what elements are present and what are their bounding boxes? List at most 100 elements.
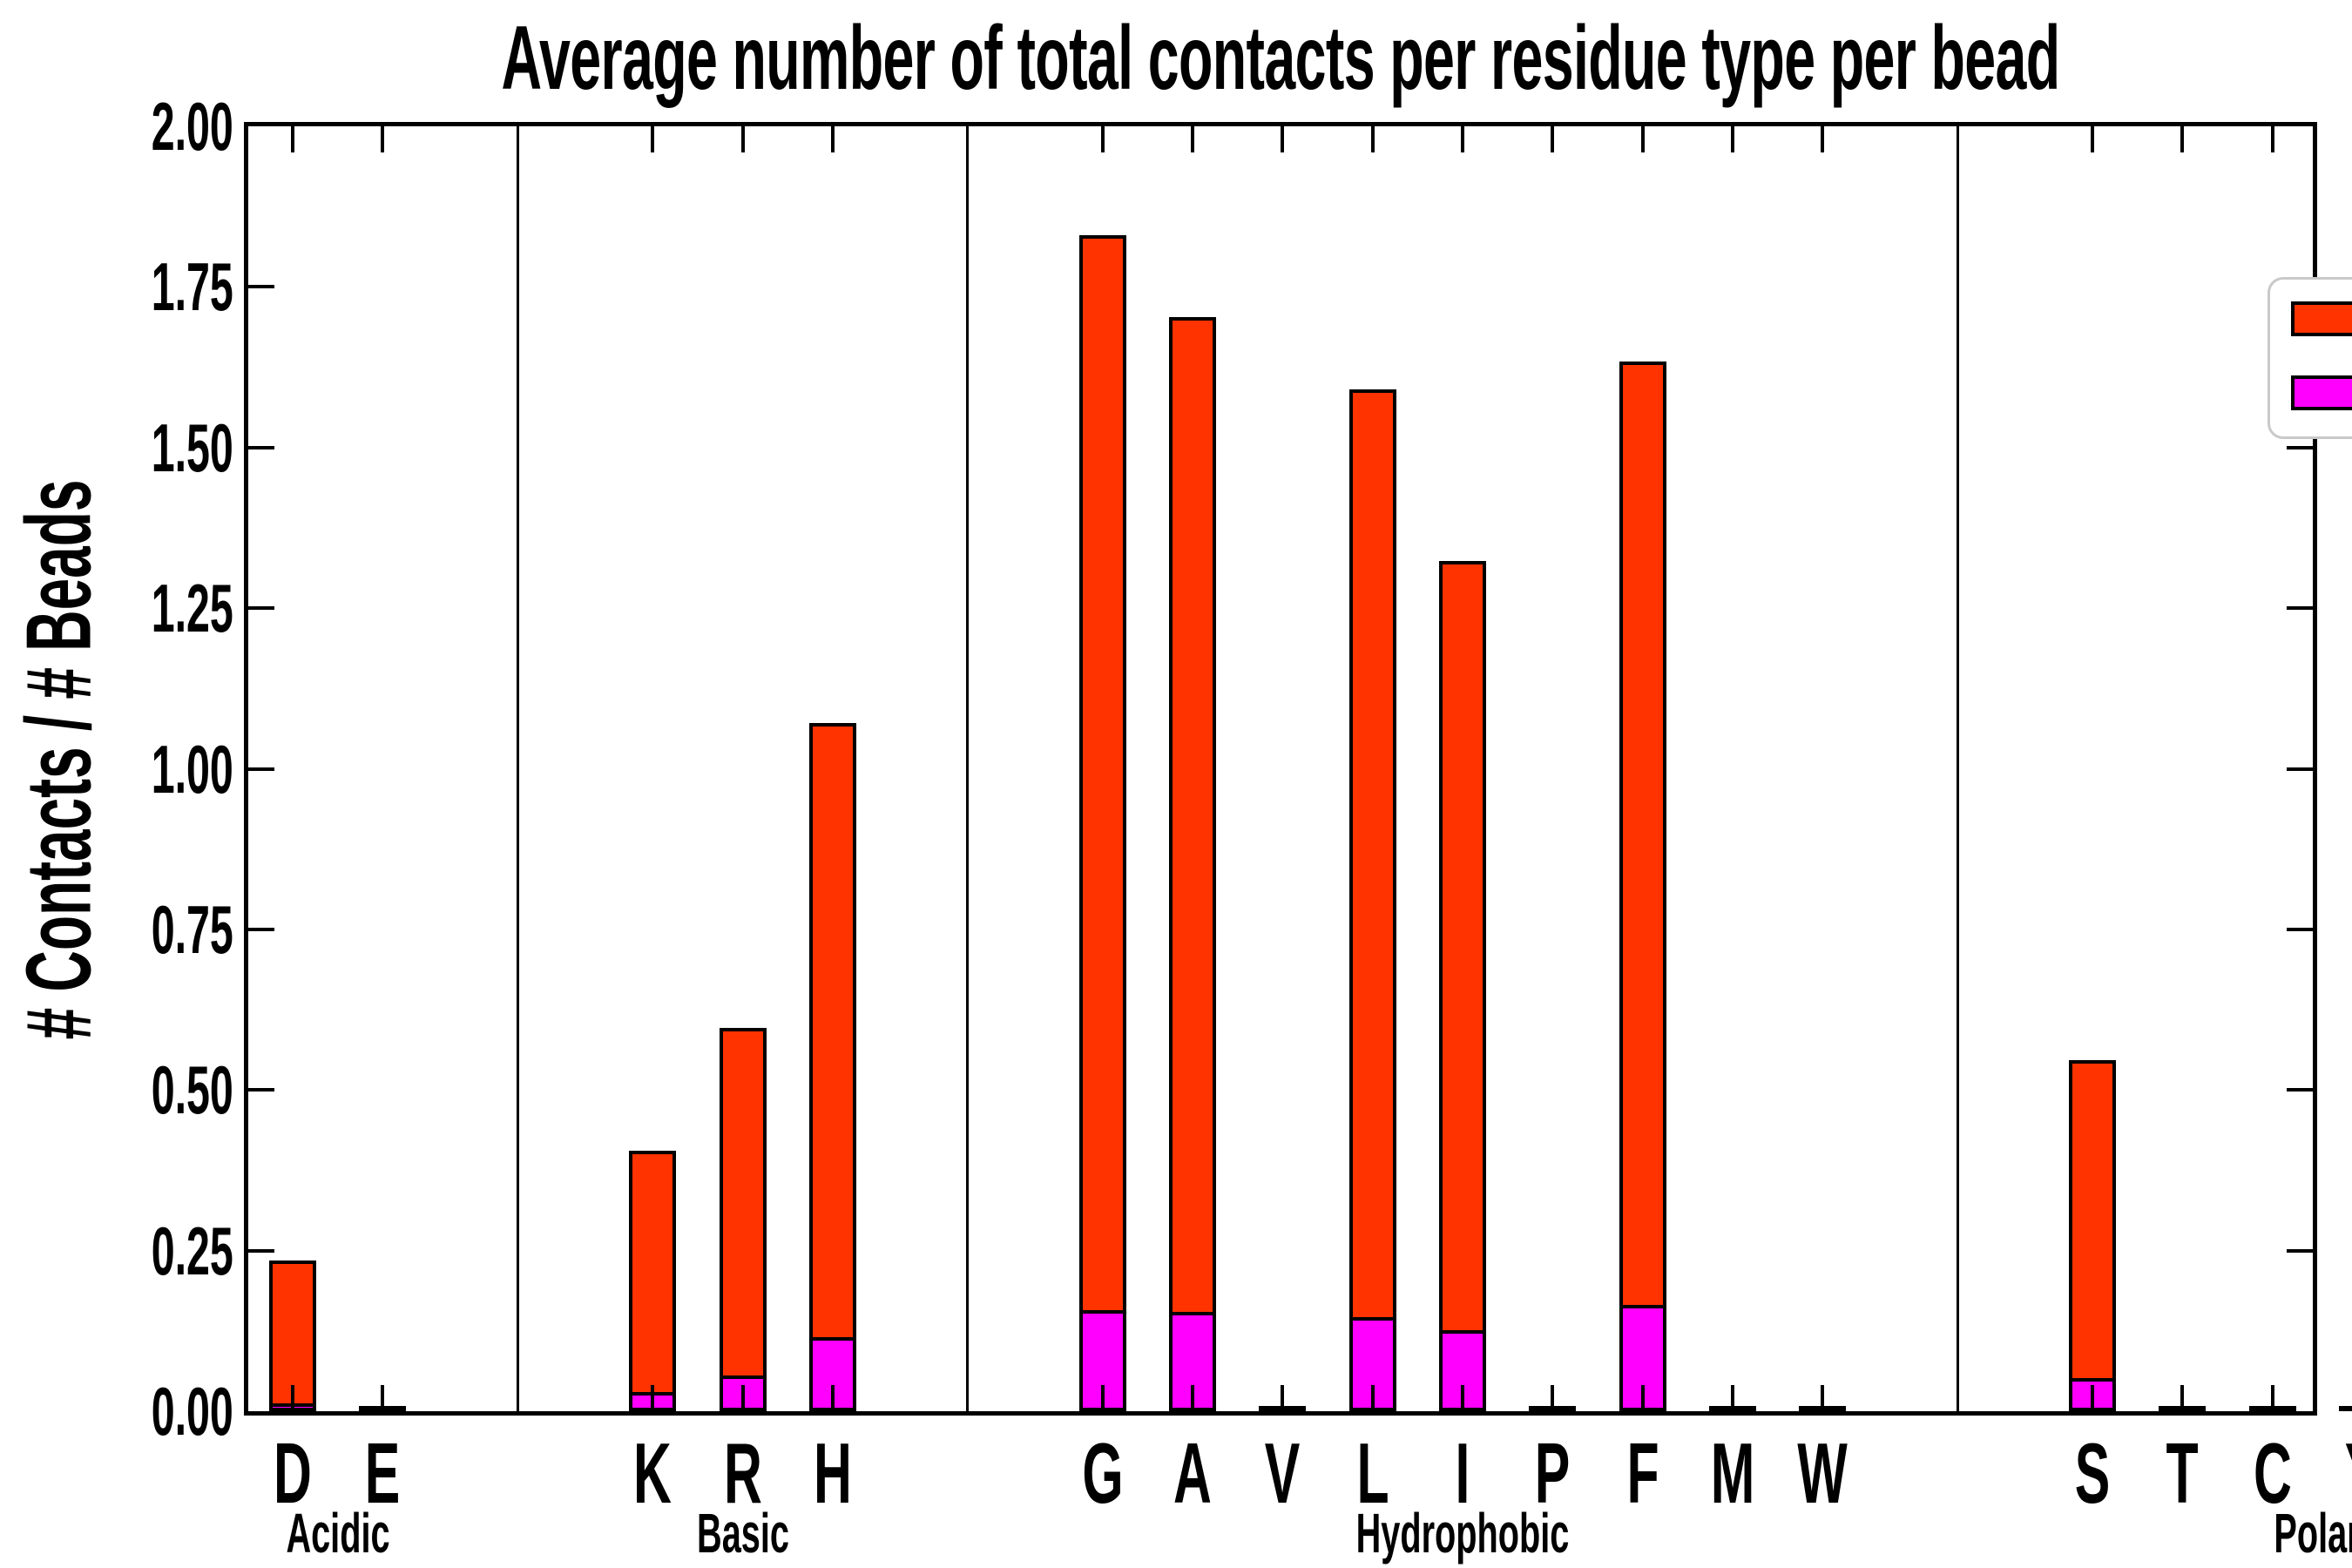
x-tick-bottom <box>830 1385 835 1411</box>
x-tick-top <box>1730 126 1734 152</box>
x-tick-label-G: G <box>1070 1430 1136 1516</box>
y-tick-right <box>2287 445 2313 449</box>
y-tick-label-text: 1.75 <box>151 248 233 326</box>
residue-letter: T <box>2166 1425 2199 1521</box>
bar-K-popg-segment <box>629 1151 677 1396</box>
y-tick-label: 2.00 <box>51 92 233 160</box>
x-tick-bottom <box>1640 1385 1645 1411</box>
x-tick-label-P: P <box>1524 1430 1581 1516</box>
residue-letter: E <box>365 1425 401 1521</box>
group-label-basic: Basic <box>668 1505 817 1561</box>
residue-letter: K <box>633 1425 672 1521</box>
residue-letter: I <box>1455 1425 1470 1521</box>
group-label-polar: Polar <box>2247 1505 2352 1561</box>
x-tick-label-Y: Y <box>2334 1430 2352 1516</box>
y-tick-label: 1.75 <box>51 253 233 321</box>
residue-letter: D <box>274 1425 312 1521</box>
x-tick-top <box>291 126 294 152</box>
x-tick-top <box>740 126 745 152</box>
x-tick-top <box>381 126 385 152</box>
y-tick-label: 1.50 <box>51 414 233 482</box>
x-tick-label-W: W <box>1782 1430 1863 1516</box>
x-tick-label-S: S <box>2064 1430 2120 1516</box>
bar-Y <box>2338 1406 2352 1411</box>
x-tick-bottom <box>1551 1385 1555 1411</box>
plot-area: POPG POPE <box>244 122 2352 1416</box>
residue-letter: P <box>1534 1425 1571 1521</box>
y-tick-label: 0.50 <box>51 1056 233 1124</box>
x-tick-top <box>651 126 655 152</box>
bar-I-popg-segment <box>1438 560 1486 1335</box>
y-tick-right <box>2287 606 2313 611</box>
y-tick-label: 1.25 <box>51 574 233 642</box>
group-label-hydrophobic: Hydrophobic <box>1291 1505 1635 1561</box>
y-tick-left <box>248 927 274 931</box>
x-tick-top <box>2270 126 2274 152</box>
x-tick-bottom <box>291 1385 294 1411</box>
y-tick-left <box>248 1248 274 1253</box>
y-tick-left <box>248 1088 274 1092</box>
x-tick-bottom <box>2091 1385 2094 1411</box>
pope-swatch-icon <box>2291 375 2352 410</box>
group-divider <box>516 126 519 1411</box>
y-tick-label-text: 1.25 <box>151 570 233 647</box>
bar-F-popg-segment <box>1619 361 1666 1309</box>
y-tick-label-text: 0.75 <box>151 890 233 968</box>
y-tick-right <box>2287 1088 2313 1092</box>
x-tick-label-M: M <box>1697 1430 1768 1516</box>
y-tick-left <box>248 767 274 771</box>
y-tick-label: 0.75 <box>51 896 233 963</box>
x-tick-label-D: D <box>262 1430 324 1516</box>
y-tick-right <box>2287 767 2313 771</box>
legend: POPG POPE <box>2268 277 2352 439</box>
x-tick-bottom <box>1730 1385 1734 1411</box>
residue-letter: Y <box>2345 1430 2352 1516</box>
plot-inner <box>248 126 2352 1411</box>
x-tick-bottom <box>1460 1385 1464 1411</box>
x-tick-top <box>1460 126 1464 152</box>
x-tick-top <box>1100 126 1105 152</box>
x-tick-bottom <box>1100 1385 1105 1411</box>
group-label-acidic: Acidic <box>254 1505 422 1561</box>
x-tick-label-T: T <box>2156 1430 2208 1516</box>
residue-letter: F <box>1625 1425 1659 1521</box>
residue-letter: V <box>1265 1425 1301 1521</box>
bar-S-popg-segment <box>2069 1060 2116 1382</box>
bar-A-popg-segment <box>1169 317 1216 1315</box>
y-tick-label-text: 0.00 <box>151 1373 233 1450</box>
x-tick-label-V: V <box>1254 1430 1311 1516</box>
legend-row-pope: POPE <box>2270 375 2352 410</box>
residue-letter: S <box>2074 1425 2111 1521</box>
x-tick-bottom <box>1281 1385 1285 1411</box>
x-tick-label-R: R <box>712 1430 774 1516</box>
bar-H-popg-segment <box>808 723 856 1342</box>
x-tick-label-H: H <box>801 1430 863 1516</box>
bar-R-popg-segment <box>719 1027 767 1380</box>
x-tick-bottom <box>1370 1385 1375 1411</box>
x-tick-top <box>830 126 835 152</box>
y-tick-label-text: 0.50 <box>151 1051 233 1129</box>
y-tick-label-text: 0.25 <box>151 1212 233 1289</box>
residue-letter: L <box>1356 1425 1389 1521</box>
legend-row-popg: POPG <box>2270 301 2352 336</box>
x-tick-top <box>1821 126 1825 152</box>
group-divider <box>966 126 970 1411</box>
x-tick-bottom <box>1821 1385 1825 1411</box>
bar-G-popg-segment <box>1078 235 1126 1315</box>
x-tick-top <box>1370 126 1375 152</box>
popg-swatch-icon <box>2291 301 2352 336</box>
y-tick-right <box>2287 927 2313 931</box>
chart-title-text: Average number of total contacts per res… <box>501 8 2060 109</box>
group-label-text: Hydrophobic <box>1355 1502 1570 1565</box>
y-tick-left <box>248 285 274 289</box>
x-tick-top <box>2091 126 2094 152</box>
x-tick-bottom <box>2180 1385 2185 1411</box>
group-label-text: Polar <box>2274 1502 2352 1565</box>
y-tick-label-text: 2.00 <box>151 88 233 165</box>
x-tick-bottom <box>651 1385 655 1411</box>
residue-letter: R <box>723 1425 762 1521</box>
x-tick-top <box>1281 126 1285 152</box>
y-tick-label: 0.25 <box>51 1217 233 1285</box>
x-tick-label-I: I <box>1450 1430 1474 1516</box>
